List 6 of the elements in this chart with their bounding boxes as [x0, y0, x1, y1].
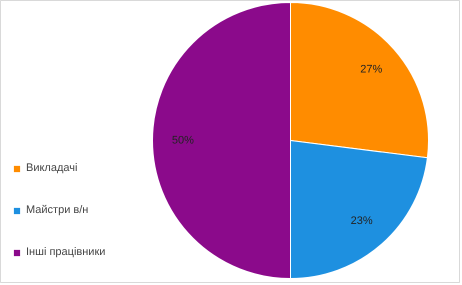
legend-label: Інші працівники [26, 246, 106, 258]
data-label: 50% [172, 134, 194, 146]
legend-label: Майстри в/н [26, 204, 88, 216]
legend-label: Викладачі [26, 162, 78, 174]
data-label: 27% [360, 63, 382, 76]
data-label: 23% [350, 215, 373, 228]
